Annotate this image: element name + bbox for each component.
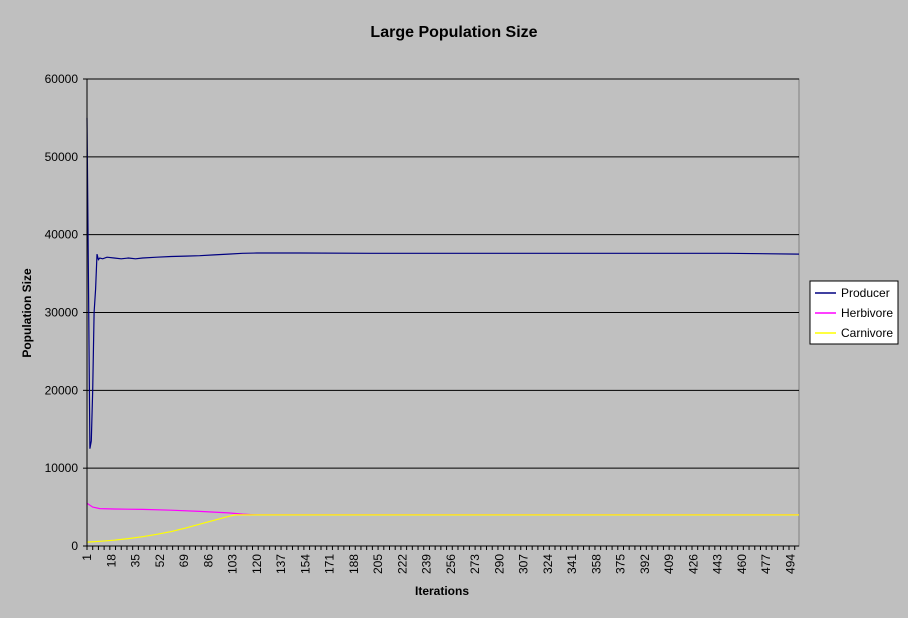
gridlines <box>87 78 799 469</box>
series-line-producer <box>86 117 800 449</box>
y-axis-title: Population Size <box>20 268 34 358</box>
y-tick-label: 0 <box>71 539 78 553</box>
x-tick-label: 494 <box>783 554 797 574</box>
x-axis-title: Iterations <box>415 584 469 598</box>
x-tick-label: 35 <box>129 554 143 568</box>
y-tick-label: 20000 <box>45 383 79 397</box>
x-tick-label: 256 <box>444 554 458 574</box>
x-tick-label: 290 <box>492 554 506 574</box>
x-tick-label: 137 <box>274 554 288 574</box>
legend-label-carnivore: Carnivore <box>841 326 893 340</box>
x-tick-label: 86 <box>201 554 215 568</box>
x-tick-label: 222 <box>395 554 409 574</box>
x-tick-label: 341 <box>565 554 579 574</box>
y-tick-label: 40000 <box>45 228 79 242</box>
x-tick-label: 120 <box>250 554 264 574</box>
x-tick-label: 358 <box>589 554 603 574</box>
x-tick-label: 443 <box>711 554 725 574</box>
axes: 0 10000 20000 30000 40000 50000 60000 1 18 35 52 69… <box>45 72 799 574</box>
y-tick-label: 10000 <box>45 461 79 475</box>
x-tick-label: 188 <box>347 554 361 574</box>
x-tick-label: 171 <box>323 554 337 574</box>
x-tick-label: 239 <box>420 554 434 574</box>
legend-label-herbivore: Herbivore <box>841 306 893 320</box>
x-tick-label: 103 <box>226 554 240 574</box>
x-tick-label: 477 <box>759 554 773 574</box>
x-tick-label: 273 <box>468 554 482 574</box>
x-tick-label: 18 <box>104 554 118 568</box>
x-tick-label: 324 <box>541 554 555 574</box>
x-tick-label: 392 <box>638 554 652 574</box>
x-tick-label: 205 <box>371 554 385 574</box>
x-tick-label: 375 <box>614 554 628 574</box>
x-tick-label: 69 <box>177 554 191 568</box>
x-tick-label: 426 <box>686 554 700 574</box>
legend: Producer Herbivore Carnivore <box>809 280 899 345</box>
x-tick-label: 460 <box>735 554 749 574</box>
series-line-carnivore <box>86 514 799 543</box>
x-tick-label: 409 <box>662 554 676 574</box>
chart-title: Large Population Size <box>370 24 537 41</box>
y-tick-label: 60000 <box>45 72 79 86</box>
series-group <box>86 117 800 543</box>
y-tick-label: 30000 <box>45 306 79 320</box>
x-tick-label: 1 <box>80 554 94 561</box>
x-tick-label: 52 <box>153 554 167 568</box>
x-tick-label: 307 <box>517 554 531 574</box>
legend-label-producer: Producer <box>841 286 890 300</box>
x-tick-label: 154 <box>298 554 312 574</box>
y-tick-label: 50000 <box>45 150 79 164</box>
